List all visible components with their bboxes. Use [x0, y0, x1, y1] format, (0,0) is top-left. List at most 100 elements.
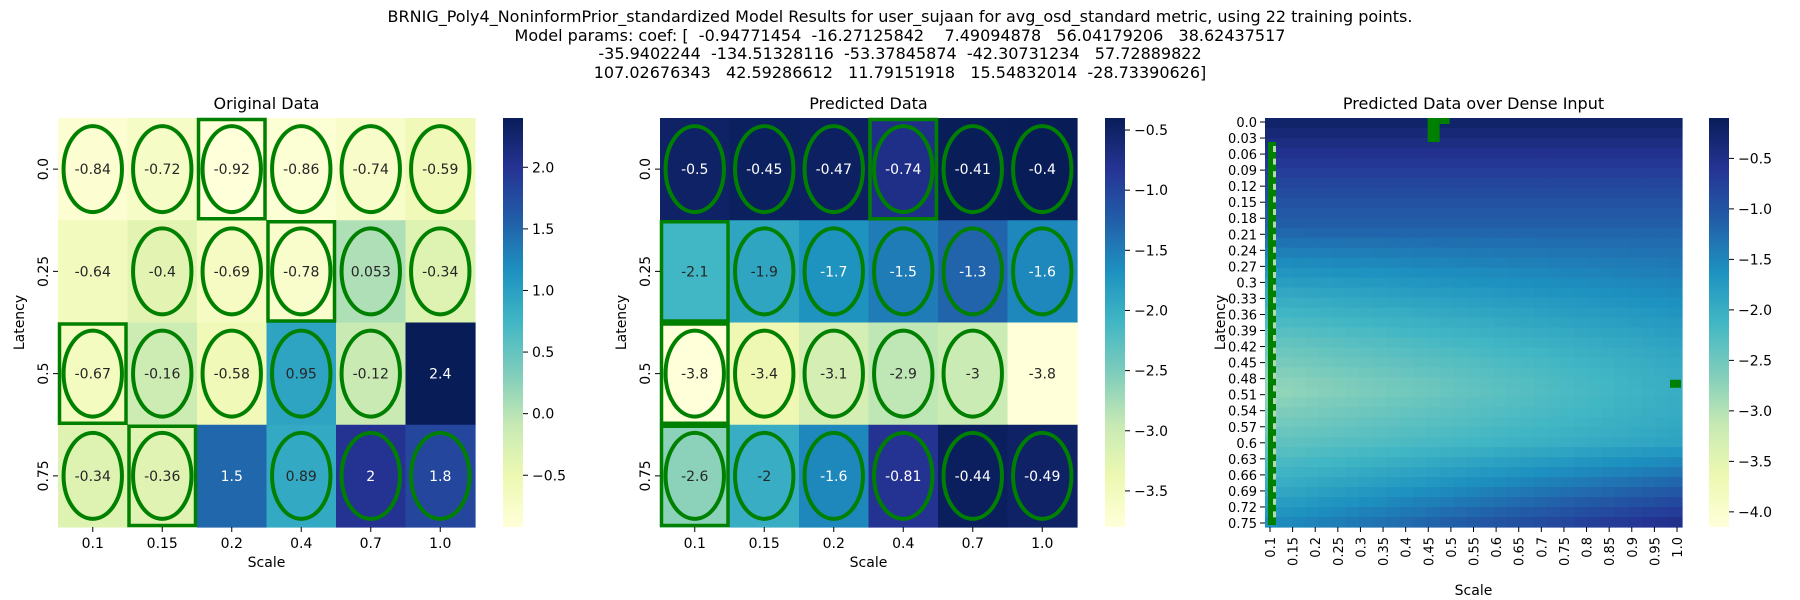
- dense-cell: [1547, 237, 1562, 249]
- dense-cell: [1466, 217, 1481, 229]
- colorbar-tick-label: −1.0: [1738, 202, 1772, 218]
- dense-cell: [1587, 307, 1602, 319]
- dense-cell: [1412, 497, 1428, 508]
- dense-cell: [1412, 237, 1428, 249]
- dense-cell: [1574, 427, 1589, 438]
- heatmap-cell: [660, 322, 731, 426]
- dense-cell: [1534, 507, 1549, 518]
- dense-cell: [1278, 147, 1293, 159]
- dense-cell: [1426, 387, 1441, 398]
- heatmap-cell: [405, 322, 476, 426]
- dense-cell: [1560, 187, 1575, 199]
- dense-cell: [1426, 427, 1441, 438]
- dense-cell: [1655, 427, 1670, 438]
- dense-cell: [1668, 317, 1683, 329]
- dense-cell: [1332, 397, 1347, 408]
- dense-cell: [1628, 307, 1643, 319]
- dense-cell: [1412, 197, 1428, 209]
- dense-cell: [1318, 507, 1333, 518]
- dense-cell: [1574, 207, 1589, 219]
- dense-cell: [1359, 247, 1374, 259]
- dense-cell: [1372, 197, 1387, 209]
- cell-value-label: 0.95: [286, 367, 317, 383]
- dense-cell: [1386, 147, 1401, 159]
- cell-value-label: -0.81: [885, 469, 921, 485]
- cell-value-label: -0.59: [422, 162, 458, 178]
- dense-cell: [1493, 307, 1508, 319]
- dense-cell: [1507, 357, 1522, 368]
- dense-cell: [1668, 507, 1683, 518]
- dense-cell: [1534, 247, 1549, 259]
- dense-cell: [1305, 118, 1320, 129]
- dense-cell: [1614, 417, 1629, 428]
- dense-cell: [1332, 227, 1347, 239]
- dense-cell: [1480, 417, 1495, 428]
- dense-cell: [1399, 147, 1414, 159]
- dense-cell: [1587, 217, 1602, 229]
- dense-cell: [1466, 207, 1481, 219]
- y-tick-label: 0.48: [1228, 373, 1257, 388]
- dense-cell: [1386, 237, 1401, 249]
- heatmap-cells: -0.84 -0.72 -0.92 -0.86 -0.74 -0.59-0.64 -0.4-…: [58, 118, 476, 528]
- dense-cell: [1291, 347, 1306, 359]
- cell-value-label: -0.16: [144, 367, 180, 383]
- dense-cell: [1453, 167, 1468, 179]
- dense-cell: [1372, 177, 1387, 189]
- highlight-marker-tick: [1273, 347, 1276, 354]
- dense-cell: [1507, 247, 1522, 259]
- dense-cell: [1305, 187, 1320, 199]
- dense-cell: [1318, 367, 1333, 378]
- dense-cell: [1547, 477, 1562, 488]
- dense-cell: [1453, 277, 1468, 289]
- dense-cell: [1507, 177, 1522, 189]
- dense-cell: [1547, 147, 1562, 159]
- dense-cell: [1399, 167, 1414, 179]
- y-tick-label: 0.09: [1228, 164, 1257, 179]
- dense-cell: [1305, 267, 1320, 279]
- highlight-marker-tick: [1273, 183, 1276, 190]
- dense-cell: [1574, 497, 1589, 508]
- dense-cell: [1655, 327, 1670, 339]
- dense-cell: [1480, 247, 1495, 259]
- dense-cell: [1534, 417, 1549, 428]
- dense-cell: [1265, 127, 1280, 139]
- dense-cell: [1534, 437, 1549, 448]
- dense-cell: [1466, 327, 1481, 339]
- dense-cell: [1480, 277, 1495, 289]
- dense-cell: [1305, 147, 1320, 159]
- dense-cell: [1466, 227, 1481, 239]
- dense-cell: [1372, 507, 1387, 518]
- dense-cell: [1466, 257, 1481, 269]
- colorbar-tick-label: 1.5: [532, 222, 554, 238]
- highlight-ellipse: [872, 124, 935, 215]
- dense-cell: [1547, 367, 1562, 378]
- dense-cell: [1628, 217, 1643, 229]
- cell-value-label: -0.4: [1029, 162, 1056, 178]
- dense-cell: [1655, 207, 1670, 219]
- dense-cell: [1655, 118, 1670, 129]
- dense-cell: [1628, 507, 1643, 518]
- dense-cell: [1453, 487, 1468, 498]
- dense-cell: [1601, 507, 1616, 518]
- dense-cell: [1399, 227, 1414, 239]
- dense-cell: [1574, 387, 1589, 398]
- dense-cell: [1278, 417, 1293, 428]
- dense-cell: [1466, 497, 1481, 508]
- heatmap-cell: [336, 322, 407, 426]
- dense-cell: [1426, 137, 1441, 149]
- dense-cell: [1520, 307, 1535, 319]
- dense-cell: [1412, 427, 1428, 438]
- dense-cell: [1372, 487, 1387, 498]
- dense-cell: [1399, 157, 1414, 169]
- dense-cell: [1601, 427, 1616, 438]
- dense-cell: [1426, 487, 1441, 498]
- dense-cell: [1412, 337, 1428, 349]
- dense-cell: [1332, 497, 1347, 508]
- dense-cell: [1668, 237, 1683, 249]
- x-tick-label: 0.1: [684, 536, 706, 552]
- dense-cell: [1318, 157, 1333, 169]
- dense-cell: [1399, 217, 1414, 229]
- highlight-ellipse: [409, 226, 472, 317]
- dense-cell: [1426, 237, 1441, 249]
- dense-cell: [1359, 197, 1374, 209]
